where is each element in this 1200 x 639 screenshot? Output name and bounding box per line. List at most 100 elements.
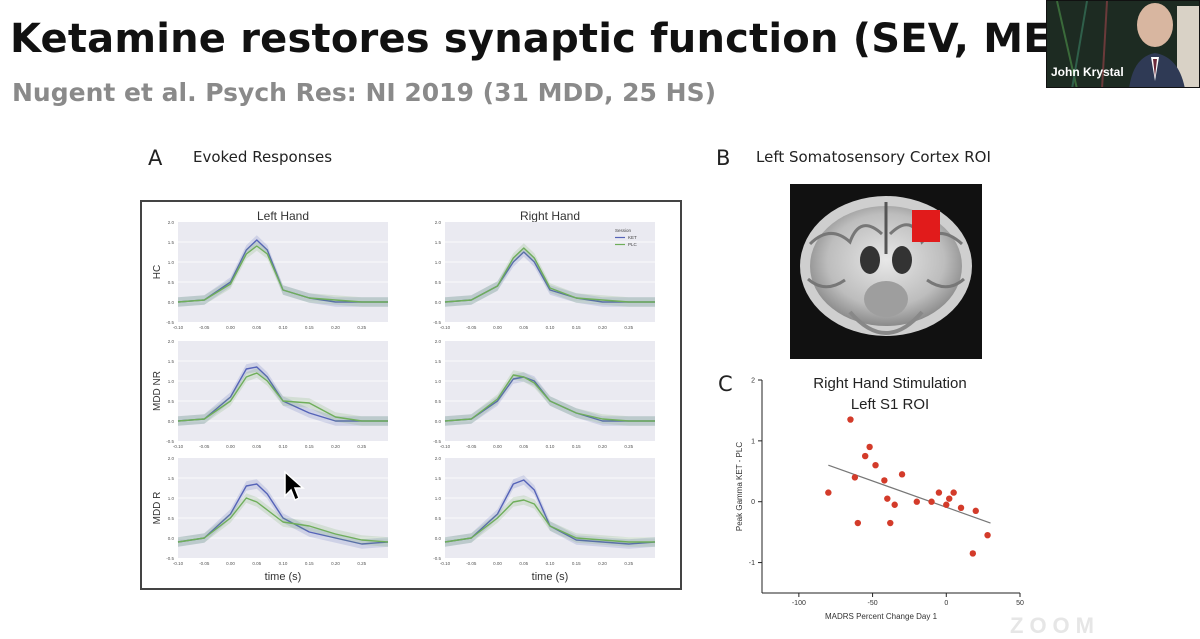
scatter-point [866,443,873,451]
scatter-point [825,489,832,496]
x-tick-label: 0.20 [598,561,607,566]
x-tick-label: -0.05 [199,325,210,330]
x-tick-label: 50 [1016,600,1024,607]
x-tick-label: 0.05 [519,444,528,449]
participant-face [1137,3,1173,47]
y-tick-label: 1.0 [435,260,442,265]
y-tick-label: 0.5 [168,280,175,285]
x-tick-label: 0.00 [493,325,502,330]
panel-c-title-line2: Left S1 ROI [850,396,930,413]
scatter-point [913,498,920,505]
x-tick-label: 0.00 [226,561,235,566]
y-tick-label: 1.5 [168,359,175,364]
y-tick-label: 0.0 [168,536,175,541]
y-tick-label: 1.5 [168,476,175,481]
scatter-point [969,550,977,557]
series-ci-band [445,370,655,426]
evoked-subplot: 2.0 1.5 1.0 0.5 0.0 -0.5-0.10 -0.05 0.00 0.05 0.1… [433,339,655,449]
x-tick-label: 0.15 [305,561,314,566]
panel-a-title: Evoked Responses [193,148,333,166]
series-line-ket [444,376,655,422]
y-tick-label: 1 [751,438,755,445]
scatter-point [884,495,891,502]
x-tick-label: 0.10 [546,325,555,330]
participant-video[interactable]: John Krystal [1046,0,1200,88]
brain-mri-image [790,184,982,359]
participant-name: John Krystal [1051,65,1124,79]
x-tick-label: -0.10 [173,561,184,566]
evoked-subplot: 2.0 1.5 1.0 0.5 0.0 -0.5-0.10 -0.05 0.00 0.05 0.1… [433,456,656,566]
y-tick-label: 0.5 [168,516,175,521]
x-tick-label: -0.05 [199,444,210,449]
y-tick-label: 0.0 [435,300,442,305]
legend-title: Session [615,228,632,233]
series-ci-band [178,479,388,549]
x-tick-label: 0.10 [546,444,555,449]
x-tick-label: 0.25 [624,561,633,566]
x-tick-label: 0.20 [598,444,607,449]
y-tick-label: 2.0 [168,456,175,461]
scatter-point [872,462,879,469]
series-line-plc [177,372,388,422]
y-tick-label: 0 [751,499,755,506]
y-tick-label: 0.5 [168,399,175,404]
y-tick-label: 0.5 [435,280,442,285]
evoked-subplot: 2.0 1.5 1.0 0.5 0.0 -0.5-0.10 -0.05 0.00 0.05 0.1… [166,220,388,330]
x-tick-label: 0.10 [546,561,555,566]
x-tick-label: 0.05 [252,325,261,330]
x-tick-label: 0.10 [279,325,288,330]
subplot-background [178,222,388,322]
x-axis-label: time (s) [532,571,569,583]
evoked-subplot: 2.0 1.5 1.0 0.5 0.0 -0.5-0.10 -0.05 0.00 0.05 0.1… [166,456,389,566]
x-tick-label: 0.15 [572,561,581,566]
scatter-point [881,477,888,484]
legend-label: PLC [628,242,638,247]
x-tick-label: -0.10 [173,444,184,449]
row-label: MDD NR [152,371,163,411]
x-tick-label: 0.15 [572,444,581,449]
x-tick-label: 0.00 [226,325,235,330]
y-tick-label: 0.0 [168,300,175,305]
row-label: MDD R [152,492,163,525]
y-tick-label: 1.5 [435,359,442,364]
x-tick-label: 0.00 [226,444,235,449]
y-tick-label: 2 [751,378,755,385]
y-tick-label: 0.0 [435,536,442,541]
subplot-background [178,341,388,441]
x-tick-label: -0.10 [440,444,451,449]
x-tick-label: 0.10 [279,561,288,566]
y-tick-label: -0.5 [166,320,174,325]
roi-marker [912,210,940,242]
y-tick-label: 0.0 [435,419,442,424]
panel-a-letter: A [148,146,163,170]
scatter-point [898,471,906,478]
column-title: Right Hand [520,209,580,223]
zoom-watermark: ZOOM [1010,613,1100,638]
series-line-plc [444,499,655,543]
y-tick-label: 1.5 [168,240,175,245]
x-tick-label: 0.05 [252,444,261,449]
x-tick-label: 0.00 [493,561,502,566]
slide-subtitle: Nugent et al. Psych Res: NI 2019 (31 MDD… [12,78,717,107]
y-tick-label: 1.5 [435,240,442,245]
subplot-background [445,341,655,441]
x-tick-label: -0.10 [173,325,184,330]
x-tick-label: 0 [944,600,948,607]
x-tick-label: 0.05 [252,561,261,566]
y-tick-label: 1.0 [435,379,442,384]
y-tick-label: 0.5 [435,516,442,521]
scatter-point [946,495,953,502]
mouse-cursor-icon [284,470,305,502]
panel-b-title: Left Somatosensory Cortex ROI [756,148,991,166]
scatter-point [862,452,869,460]
y-tick-label: -0.5 [433,439,441,444]
legend-label: KET [628,235,637,240]
series-line-plc [444,247,655,303]
x-tick-label: 0.25 [357,325,366,330]
x-tick-label: 0.25 [624,444,633,449]
scatter-point [851,474,859,481]
y-tick-label: 0.0 [168,419,175,424]
x-tick-label: 0.10 [279,444,288,449]
series-ci-band [178,368,388,426]
scatter-point [950,489,957,496]
